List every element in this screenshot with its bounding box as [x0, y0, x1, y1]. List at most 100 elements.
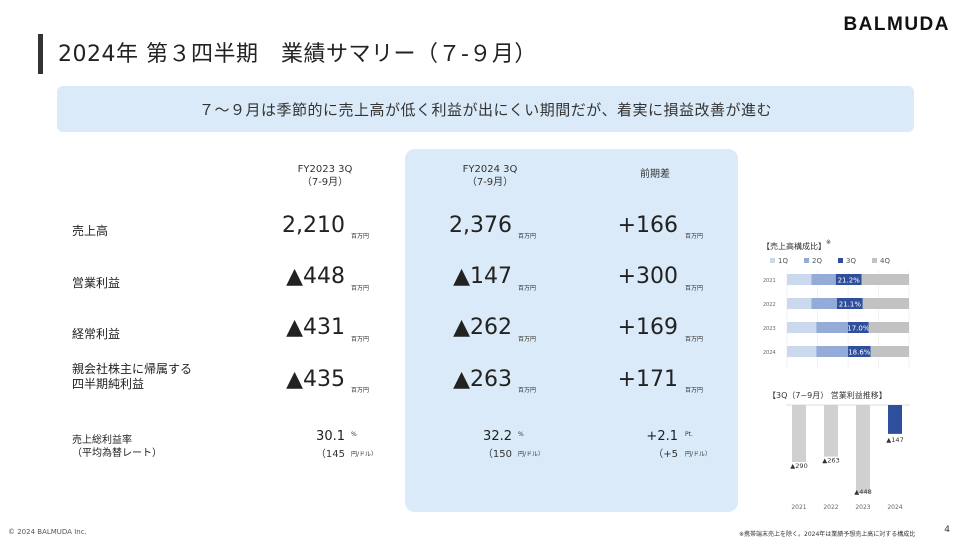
data-label: 18.6% [848, 349, 871, 357]
bar-segment [816, 346, 848, 357]
column-header-fy2023: FY2023 3Q （7-9月） [270, 163, 380, 189]
category-label: 2021 [763, 278, 776, 284]
row-label-line: 売上総利益率 [72, 435, 132, 446]
operating-income-chart-title: 【3Q（7~9月） 営業利益推移】 [768, 391, 887, 400]
sales-fy24-value: 2,376 [449, 213, 512, 238]
data-label: ▲147 [886, 436, 903, 444]
unit-label: 百万円 [685, 336, 704, 343]
unit-label: 百万円 [685, 387, 704, 394]
bar-segment [835, 274, 862, 285]
data-label: 17.0% [847, 325, 870, 333]
legend-swatch [872, 258, 877, 263]
ordinary-income-fy23-value: ▲431 [286, 315, 345, 340]
page-number: 4 [944, 525, 950, 535]
chart-title-mark: ※ [826, 239, 832, 246]
bar-segment [811, 298, 838, 309]
footnote: ※携帯端末売上を除く。2024年は業績予想売上高に対する構成比 [739, 531, 916, 538]
bar-segment [861, 274, 909, 285]
operating-income-chart: ▲290 2021 ▲263 2022 ▲448 2023 ▲147 2024 [786, 404, 910, 511]
unit-label: 円/ドル） [351, 451, 378, 458]
category-label: 2024 [763, 350, 776, 356]
unit-label: 百万円 [518, 336, 537, 343]
column-header-diff: 前期差 [600, 168, 710, 181]
fx-rate-fy23-value: （145 [315, 449, 345, 460]
row-label-line: 親会社株主に帰属する [72, 362, 193, 376]
data-label: ▲290 [790, 462, 807, 470]
bar [824, 405, 838, 457]
gross-margin-fy24-value: 32.2 [483, 429, 512, 444]
page-title: 2024年 第３四半期 業績サマリー（７-９月） [58, 42, 537, 67]
row-label-line: 四半期純利益 [72, 377, 145, 391]
bar-segment [816, 322, 848, 333]
unit-label: 百万円 [518, 233, 537, 240]
bar-segment [787, 322, 817, 333]
brand-logo: BALMUDA [843, 14, 950, 35]
legend-swatch [770, 258, 775, 263]
unit-label: % [351, 431, 357, 438]
unit-label: 百万円 [351, 233, 370, 240]
category-label: 2022 [823, 504, 838, 511]
unit-label: 百万円 [351, 336, 370, 343]
column-header-fy2024: FY2024 3Q （7-9月） [435, 163, 545, 189]
ordinary-income-diff-value: +169 [617, 315, 678, 340]
row-label-operating-income: 営業利益 [72, 276, 121, 290]
operating-income-fy23-value: ▲448 [286, 264, 345, 289]
legend-label: 2Q [812, 257, 822, 265]
operating-income-diff-value: +300 [617, 264, 678, 289]
fx-rate-fy24-value: （150 [482, 449, 512, 460]
bar-segment [787, 346, 817, 357]
category-label: 2023 [855, 504, 870, 511]
bar-segment [848, 346, 871, 357]
bar-segment [811, 274, 836, 285]
unit-label: 円/ドル） [518, 451, 545, 458]
unit-label: 百万円 [518, 387, 537, 394]
unit-label: 百万円 [351, 387, 370, 394]
bar-segment [837, 298, 863, 309]
bar [888, 405, 902, 434]
unit-label: 百万円 [685, 233, 704, 240]
bar-segment [787, 298, 812, 309]
category-label: 2024 [887, 504, 902, 511]
row-label-sales: 売上高 [72, 224, 109, 238]
bar [792, 405, 806, 462]
data-label: ▲263 [822, 457, 839, 465]
data-label: ▲448 [854, 488, 871, 496]
unit-label: Pt. [685, 431, 693, 438]
bar-segment [868, 322, 909, 333]
bar-segment [862, 298, 909, 309]
bar-segment [787, 274, 812, 285]
sales-composition-chart-title: 【売上高構成比】※ [762, 239, 832, 252]
operating-income-fy24-value: ▲147 [453, 264, 512, 289]
category-label: 2023 [763, 326, 776, 332]
data-label: 21.1% [839, 301, 862, 309]
bar [856, 405, 870, 493]
row-label-line: （平均為替レート） [72, 448, 162, 459]
sales-diff-value: +166 [617, 213, 678, 238]
row-label-net-income: 親会社株主に帰属する 四半期純利益 [72, 362, 192, 392]
unit-label: 百万円 [518, 285, 537, 292]
row-label-ordinary-income: 経常利益 [72, 327, 121, 341]
column-header-line: FY2023 3Q [297, 164, 353, 175]
legend-swatch [804, 258, 809, 263]
bar-segment [848, 322, 869, 333]
unit-label: 百万円 [351, 285, 370, 292]
row-label-gross-margin: 売上総利益率 （平均為替レート） [72, 434, 162, 460]
copyright: © 2024 BALMUDA Inc. [8, 528, 87, 536]
ordinary-income-fy24-value: ▲262 [453, 315, 512, 340]
column-header-line: （7-9月） [466, 177, 514, 188]
legend-label: 4Q [880, 257, 890, 265]
net-income-fy23-value: ▲435 [286, 367, 345, 392]
category-label: 2022 [763, 302, 776, 308]
column-header-line: 前期差 [640, 169, 670, 180]
sales-fy23-value: 2,210 [282, 213, 345, 238]
unit-label: 百万円 [685, 285, 704, 292]
title-accent-bar [38, 34, 43, 74]
legend-swatch [838, 258, 843, 263]
net-income-diff-value: +171 [617, 367, 678, 392]
column-header-line: （7-9月） [301, 177, 349, 188]
summary-banner: ７～９月は季節的に売上高が低く利益が出にくい期間だが、着実に損益改善が進む [57, 86, 914, 132]
gross-margin-diff-value: +2.1 [646, 429, 678, 444]
fy2024-highlight-column [405, 149, 738, 512]
bar-segment [870, 346, 909, 357]
column-header-line: FY2024 3Q [462, 164, 518, 175]
